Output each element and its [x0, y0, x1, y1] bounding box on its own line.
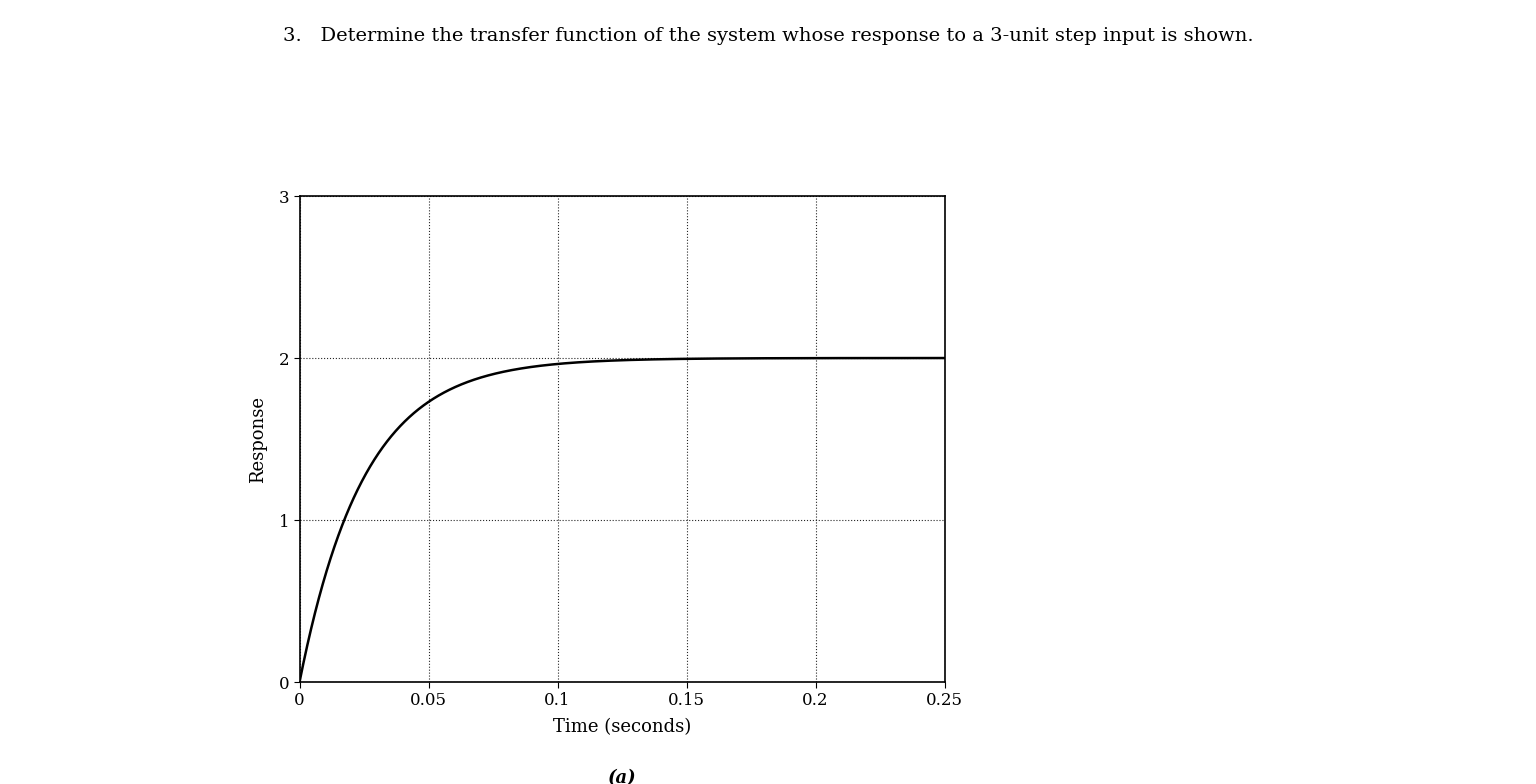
X-axis label: Time (seconds): Time (seconds): [553, 718, 691, 736]
Text: (a): (a): [608, 770, 636, 784]
Y-axis label: Response: Response: [249, 396, 267, 482]
Text: 3.   Determine the transfer function of the system whose response to a 3-unit st: 3. Determine the transfer function of th…: [283, 27, 1253, 45]
